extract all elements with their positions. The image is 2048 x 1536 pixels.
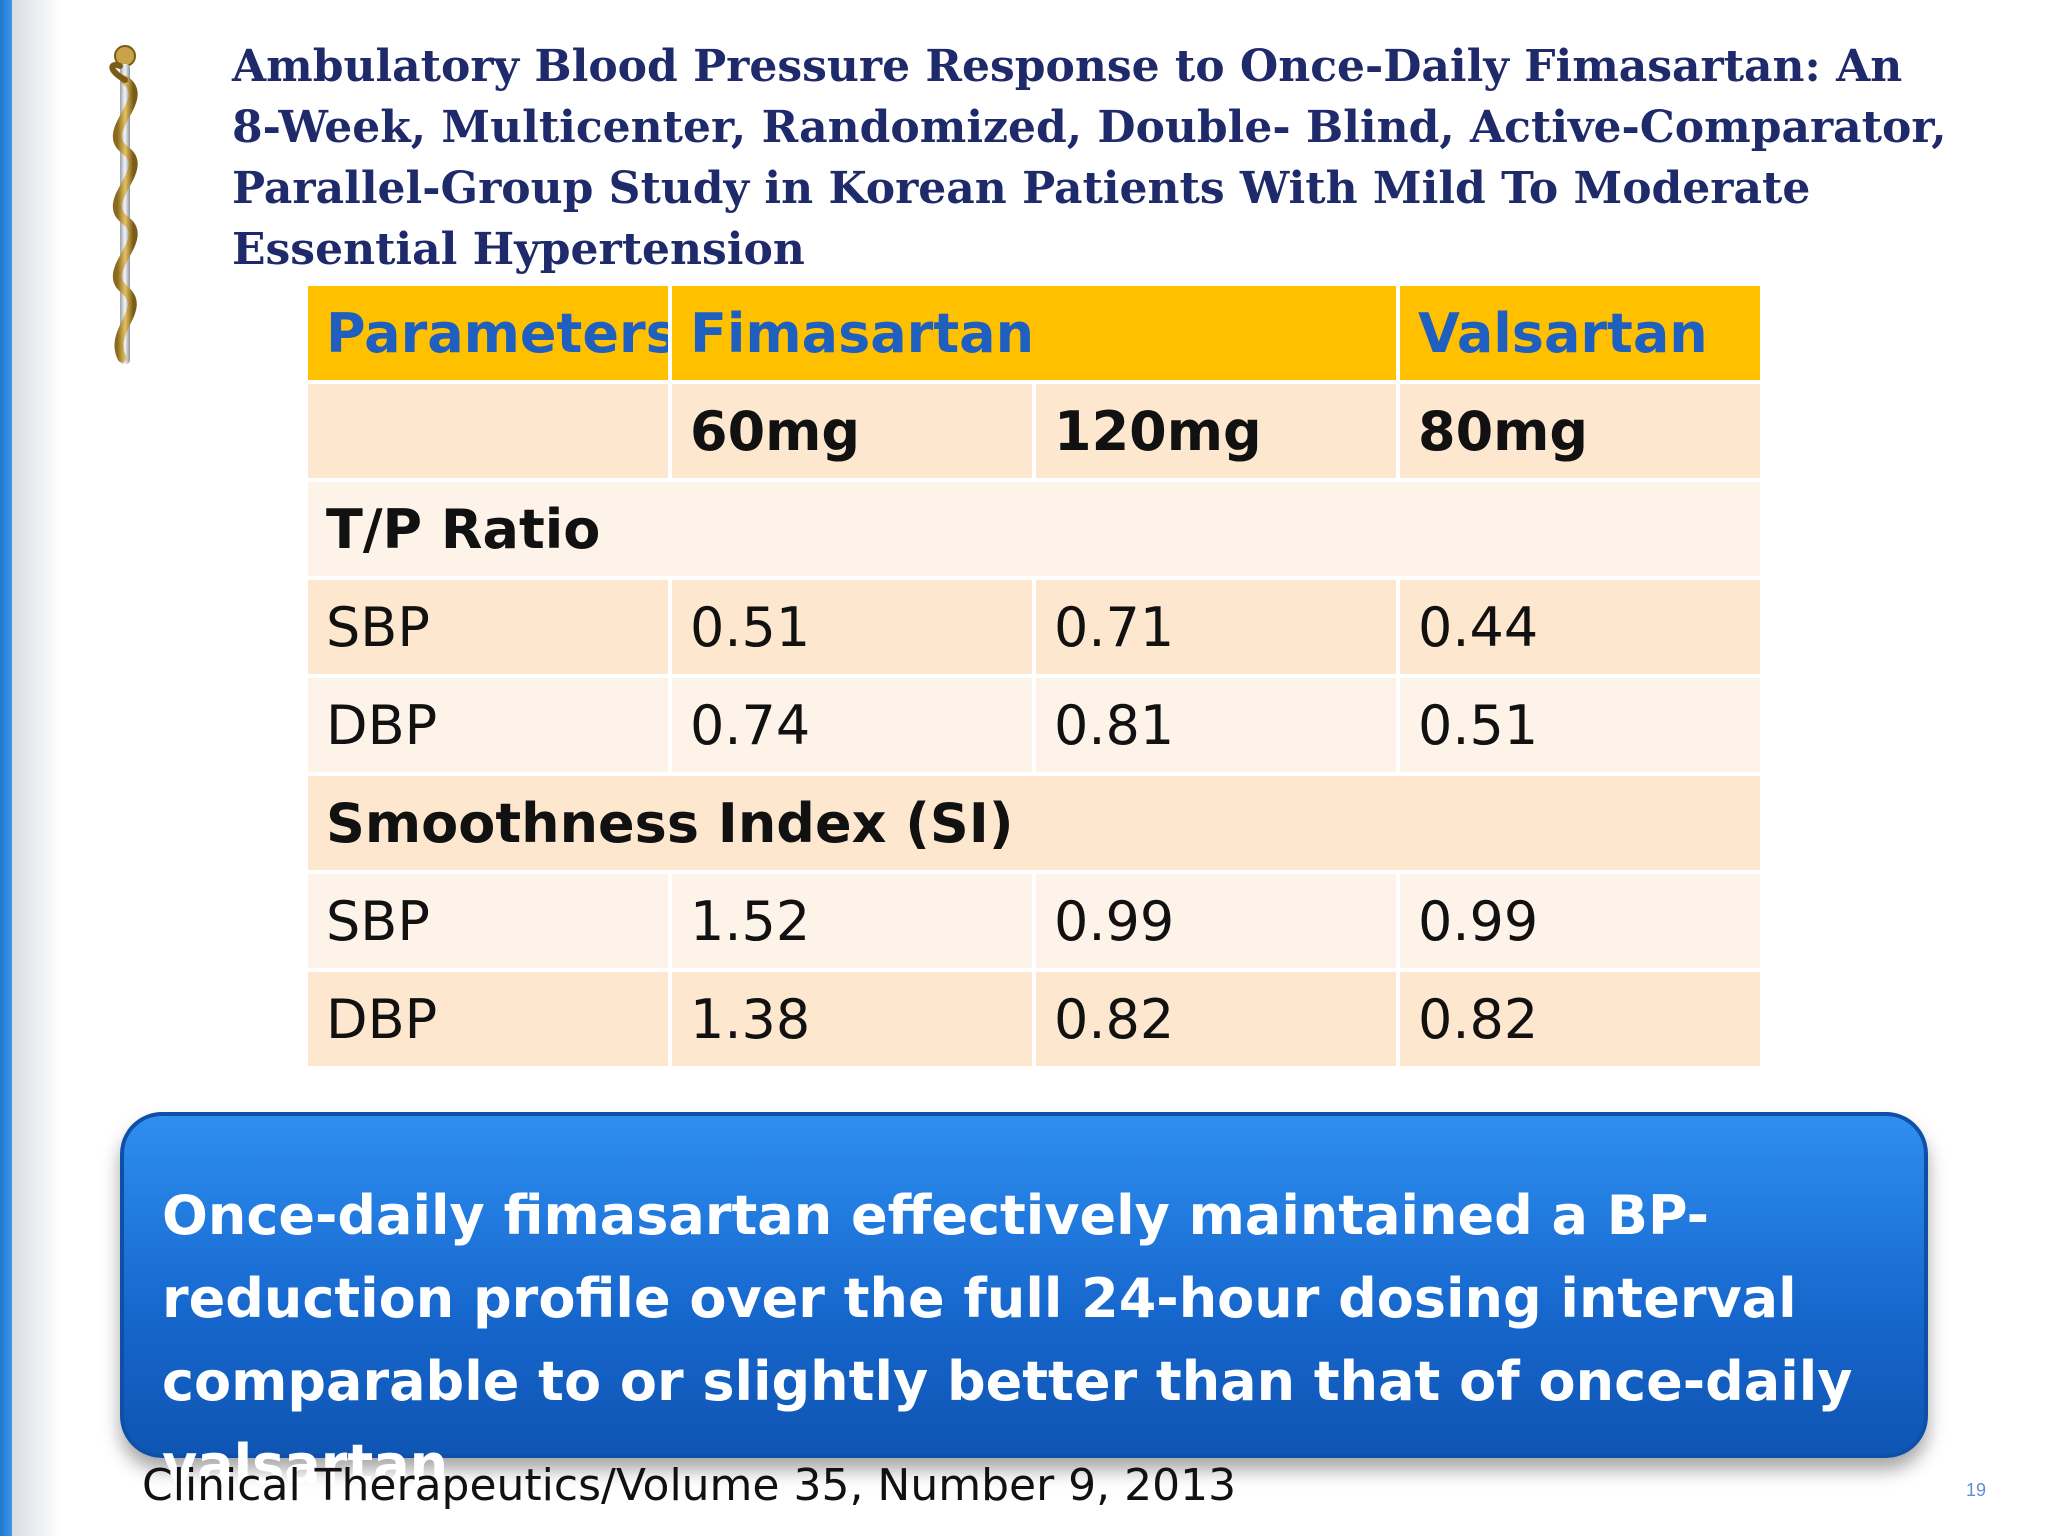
- value-cell: 1.52: [672, 874, 1032, 968]
- param-cell: SBP: [308, 580, 668, 674]
- value-cell: 0.44: [1400, 580, 1761, 674]
- section-row-tp-ratio: T/P Ratio: [308, 482, 1761, 576]
- value-cell: 0.71: [1036, 580, 1397, 674]
- header-parameters: Parameters: [308, 286, 668, 380]
- section-label: T/P Ratio: [308, 482, 1761, 576]
- caduceus-icon: [109, 45, 138, 364]
- conclusion-text: Once-daily fimasartan effectively mainta…: [162, 1184, 1853, 1496]
- value-cell: 0.99: [1400, 874, 1761, 968]
- value-cell: 0.82: [1400, 972, 1761, 1066]
- value-cell: 0.81: [1036, 678, 1397, 772]
- dose-fima-120: 120mg: [1036, 384, 1397, 478]
- left-shadow: [12, 0, 62, 1536]
- value-cell: 0.51: [672, 580, 1032, 674]
- citation: Clinical Therapeutics/Volume 35, Number …: [142, 1460, 1237, 1511]
- param-cell: DBP: [308, 972, 668, 1066]
- value-cell: 1.38: [672, 972, 1032, 1066]
- section-label: Smoothness Index (SI): [308, 776, 1761, 870]
- value-cell: 0.74: [672, 678, 1032, 772]
- header-valsartan: Valsartan: [1400, 286, 1761, 380]
- conclusion-callout: Once-daily fimasartan effectively mainta…: [120, 1112, 1928, 1496]
- results-table: Parameters Fimasartan Valsartan 60mg 120…: [304, 282, 1764, 1070]
- table-row: DBP 1.38 0.82 0.82: [308, 972, 1761, 1066]
- param-cell: SBP: [308, 874, 668, 968]
- table-row: SBP 0.51 0.71 0.44: [308, 580, 1761, 674]
- dose-valsartan-80: 80mg: [1400, 384, 1761, 478]
- value-cell: 0.99: [1036, 874, 1397, 968]
- table-row: SBP 1.52 0.99 0.99: [308, 874, 1761, 968]
- dose-fima-60: 60mg: [672, 384, 1032, 478]
- table-header-row: Parameters Fimasartan Valsartan: [308, 286, 1761, 380]
- page-number: 19: [1966, 1480, 1987, 1500]
- left-accent-bar: [0, 0, 12, 1536]
- slide-title: Ambulatory Blood Pressure Response to On…: [232, 41, 1947, 275]
- value-cell: 0.82: [1036, 972, 1397, 1066]
- header-fimasartan: Fimasartan: [672, 286, 1397, 380]
- param-cell: DBP: [308, 678, 668, 772]
- section-row-smoothness-index: Smoothness Index (SI): [308, 776, 1761, 870]
- dose-row: 60mg 120mg 80mg: [308, 384, 1761, 478]
- dose-empty-cell: [308, 384, 668, 478]
- value-cell: 0.51: [1400, 678, 1761, 772]
- table-row: DBP 0.74 0.81 0.51: [308, 678, 1761, 772]
